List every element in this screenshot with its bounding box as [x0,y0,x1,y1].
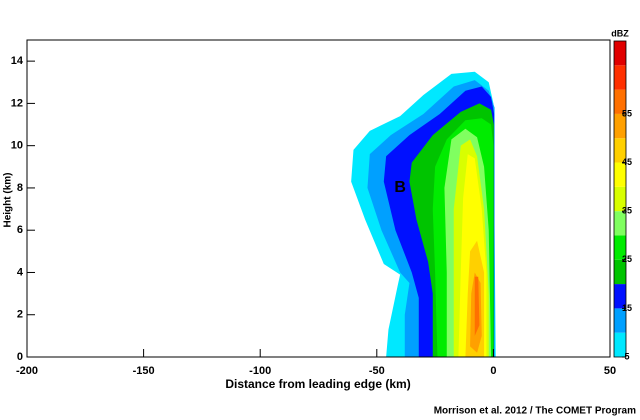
colorbar-segment [614,138,626,163]
colorbar-segment [614,41,626,66]
colorbar-segment [614,308,626,333]
y-axis-label: Height (km) [3,173,14,228]
colorbar-segment [614,235,626,260]
colorbar-segment [614,332,626,357]
x-tick-label: -150 [133,365,155,377]
y-tick-label: 12 [11,97,23,109]
x-axis-label: Distance from leading edge (km) [225,377,410,391]
colorbar-segment [614,89,626,114]
colorbar-segment [614,186,626,212]
colorbar-label: dBZ [611,28,629,38]
colorbar-tick-label: 15 [622,303,632,313]
colorbar-segment [614,162,626,187]
colorbar-segment [614,65,626,90]
colorbar-tick-label: 55 [622,108,632,118]
colorbar-segment [614,259,626,285]
y-tick-label: 0 [17,351,23,363]
colorbar-tick-label: 5 [624,351,629,361]
y-tick-label: 14 [11,55,24,67]
y-tick-label: 8 [17,182,23,194]
credit: Morrison et al. 2012 / The COMET Program [434,406,636,417]
y-tick-label: 4 [17,266,24,278]
x-tick-label: -50 [369,365,385,377]
colorbar-frame [613,40,627,358]
colorbar-tick-label: 45 [622,157,632,167]
colorbar-tick-label: 25 [622,254,632,264]
y-tick-label: 2 [17,309,23,321]
x-tick-label: -100 [249,365,271,377]
y-tick-label: 10 [11,140,23,152]
colorbar-segment [614,284,626,309]
colorbar-segment [614,211,626,236]
x-tick-label: 50 [604,365,616,377]
colorbar-segment [614,113,626,139]
y-tick-label: 6 [17,224,23,236]
colorbar-tick-label: 35 [622,206,632,216]
contour-region [474,276,480,336]
x-tick-label: 0 [490,365,496,377]
x-tick-label: -200 [16,365,38,377]
plot-frame [26,39,611,358]
annotation: B [394,179,406,196]
